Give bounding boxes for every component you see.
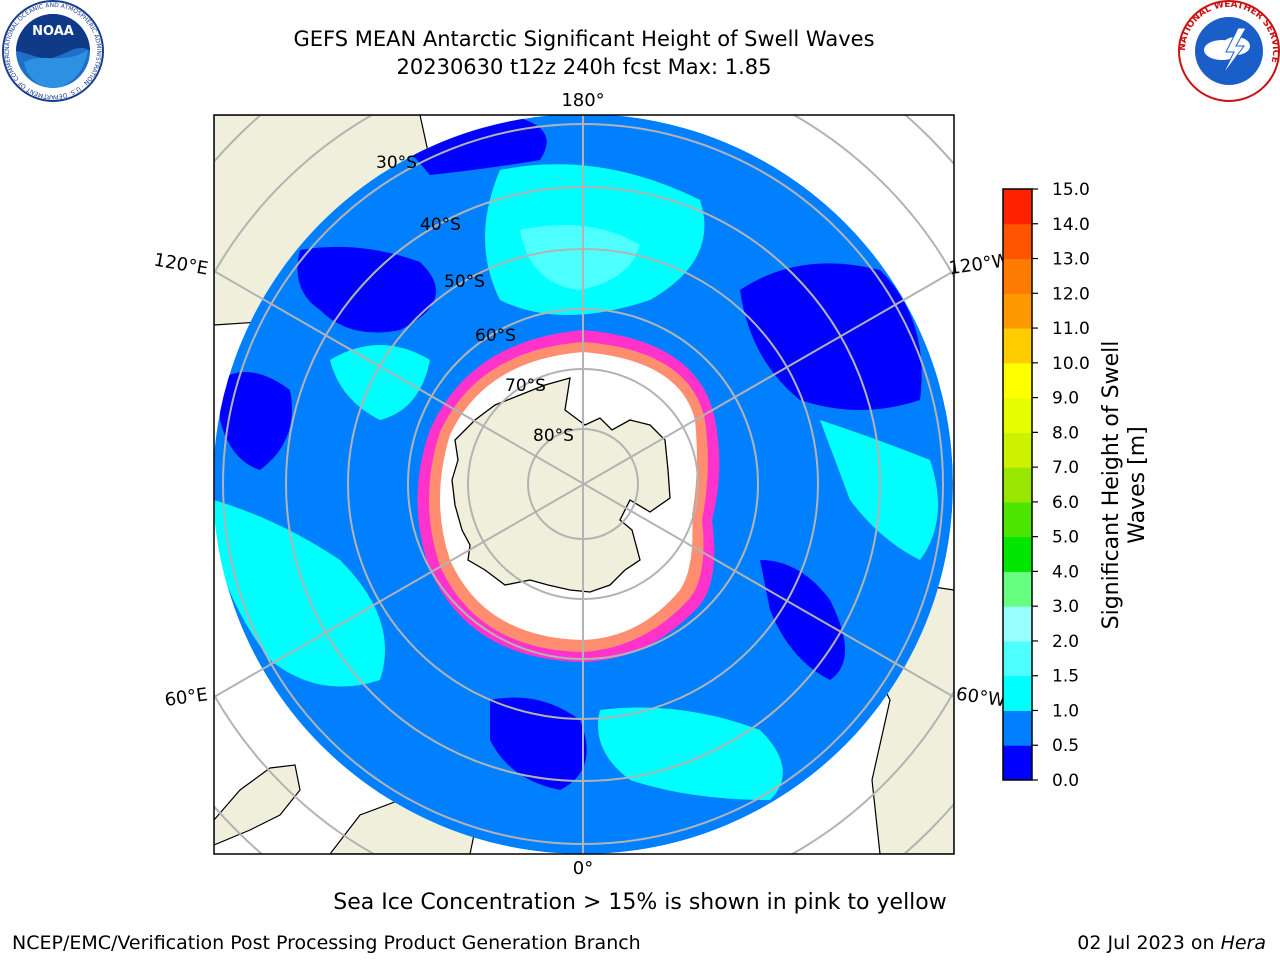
- colorbar-tick-label: 15.0: [1052, 180, 1090, 200]
- africa-land: [214, 764, 301, 846]
- low-swell-patch: [740, 263, 922, 410]
- colorbar-segment: [1003, 397, 1032, 433]
- sea-ice-note: Sea Ice Concentration > 15% is shown in …: [333, 890, 947, 915]
- colorbar-tick-label: 2.0: [1052, 632, 1079, 652]
- antarctica-land: [451, 377, 671, 593]
- colorbar-segment: [1003, 362, 1032, 399]
- colorbar-tick-label: 6.0: [1052, 493, 1079, 513]
- colorbar-segment: [1003, 328, 1032, 364]
- colorbar-label: Significant Height of SwellWaves [m]: [1099, 341, 1150, 630]
- colorbar-segment: [1003, 189, 1032, 225]
- colorbar-tick-label: 12.0: [1052, 284, 1090, 304]
- colorbar-segment: [1003, 675, 1032, 711]
- colorbar-segment: [1003, 606, 1032, 642]
- low-swell-patch: [297, 246, 436, 333]
- colorbar-segment: [1003, 745, 1032, 781]
- colorbar-tick-label: 8.0: [1052, 423, 1079, 443]
- colorbar-segment: [1003, 293, 1032, 329]
- colorbar-tick-label: 4.0: [1052, 562, 1079, 582]
- date-text: 02 Jul 2023 on: [1077, 932, 1215, 954]
- lat-label: 80°S: [533, 426, 574, 446]
- lat-label: 40°S: [420, 215, 461, 235]
- high-swell-patch: [598, 707, 783, 800]
- high-swell-patch: [520, 225, 640, 290]
- colorbar-tick-label: 1.0: [1052, 701, 1079, 721]
- lon-label: 120°E: [152, 249, 210, 279]
- colorbar-tick-label: 10.0: [1052, 354, 1090, 374]
- colorbar-segment: [1003, 258, 1032, 294]
- lon-label: 0°: [573, 858, 593, 879]
- lon-label: 120°W: [947, 250, 1011, 279]
- colorbar-segment: [1003, 571, 1032, 607]
- colorbar-segment: [1003, 640, 1032, 677]
- colorbar-frame: [1002, 188, 1033, 781]
- map-frame: [213, 114, 955, 855]
- credit-text: NCEP/EMC/Verification Post Processing Pr…: [12, 932, 641, 954]
- colorbar-segment: [1003, 432, 1032, 468]
- chart-subtitle: 20230630 t12z 240h fcst Max: 1.85: [396, 55, 772, 79]
- colorbar-segment: [1003, 467, 1032, 503]
- lat-label: 30°S: [376, 153, 417, 173]
- lon-label: 60°E: [163, 684, 209, 711]
- colorbar-tick-label: 14.0: [1052, 215, 1090, 235]
- machine-name: Hera: [1220, 932, 1266, 954]
- graticule: [214, 115, 954, 854]
- colorbar: 0.0 0.5 1.0 1.5 2.0 3.0 4.0 5.0 6.0 7.0 8.0 9.0 10.0…: [1002, 180, 1090, 791]
- lon-label: 180°: [561, 90, 604, 111]
- colorbar-tick-label: 0.5: [1052, 736, 1079, 756]
- svg-text:NOAA: NOAA: [32, 24, 74, 39]
- high-swell-patch: [330, 345, 430, 420]
- colorbar-tick-label: 11.0: [1052, 319, 1090, 339]
- colorbar-tick-label: 9.0: [1052, 389, 1079, 409]
- low-swell-patch: [490, 697, 587, 790]
- colorbar-tick-label: 5.0: [1052, 528, 1079, 548]
- colorbar-segment: [1003, 501, 1032, 538]
- colorbar-segment: [1003, 223, 1032, 260]
- lat-label: 70°S: [505, 376, 546, 396]
- colorbar-tick-label: 13.0: [1052, 250, 1090, 270]
- high-swell-patch: [214, 500, 385, 687]
- lat-label: 60°S: [475, 326, 516, 346]
- colorbar-segment: [1003, 710, 1032, 746]
- chart-title: GEFS MEAN Antarctic Significant Height o…: [293, 27, 875, 51]
- low-swell-patch: [760, 560, 845, 680]
- lon-label: 60°W: [955, 684, 1007, 712]
- nws-logo: NATIONAL WEATHER SERVICE: [1178, 0, 1280, 102]
- colorbar-tick-label: 0.0: [1052, 771, 1079, 791]
- colorbar-segment: [1003, 536, 1032, 572]
- colorbar-tick-label: 1.5: [1052, 667, 1079, 687]
- date-stamp: 02 Jul 2023 on Hera: [1077, 932, 1266, 954]
- noaa-logo: NATIONAL OCEANIC AND ATMOSPHERIC ADMINIS…: [2, 0, 104, 102]
- low-swell-patch: [220, 372, 292, 470]
- colorbar-tick-label: 7.0: [1052, 458, 1079, 478]
- colorbar-tick-label: 3.0: [1052, 597, 1079, 617]
- lat-label: 50°S: [444, 272, 485, 292]
